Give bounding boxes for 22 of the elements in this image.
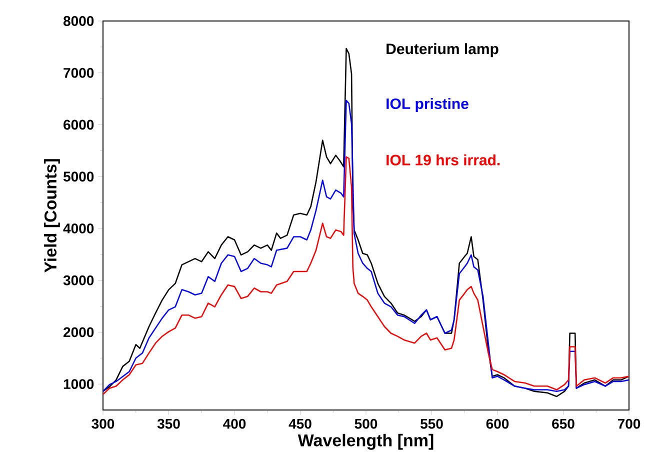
y-tick-label: 1000 [64,379,94,390]
y-tick-label: 5000 [63,172,94,182]
y-tick-label: 3000 [63,275,94,286]
x-tick-label: 550 [420,418,443,429]
x-tick-label: 350 [157,418,180,429]
x-tick-label: 300 [92,418,114,429]
y-tick-label: 4000 [63,224,94,234]
y-tick-label: 7000 [64,68,94,78]
text: IOL pristine [386,98,468,112]
text: IOL 19 hrs irrad. [386,154,500,166]
y-tick-label: 2000 [64,327,94,338]
x-tick-label: 500 [354,418,378,429]
y-tick-label: 6000 [64,120,94,130]
x-tick-label: 450 [288,418,312,429]
text: Deuterium lamp [386,43,498,58]
x-axis-title: Wavelength [nm] [298,434,434,450]
x-tick-label: 650 [552,418,574,429]
x-tick-label: 700 [618,418,640,429]
x-tick-label: 600 [486,418,509,429]
x-tick-label: 400 [223,418,246,429]
y-tick-label: 8000 [63,16,94,26]
y-axis-title: Yield [Counts] [44,159,60,272]
